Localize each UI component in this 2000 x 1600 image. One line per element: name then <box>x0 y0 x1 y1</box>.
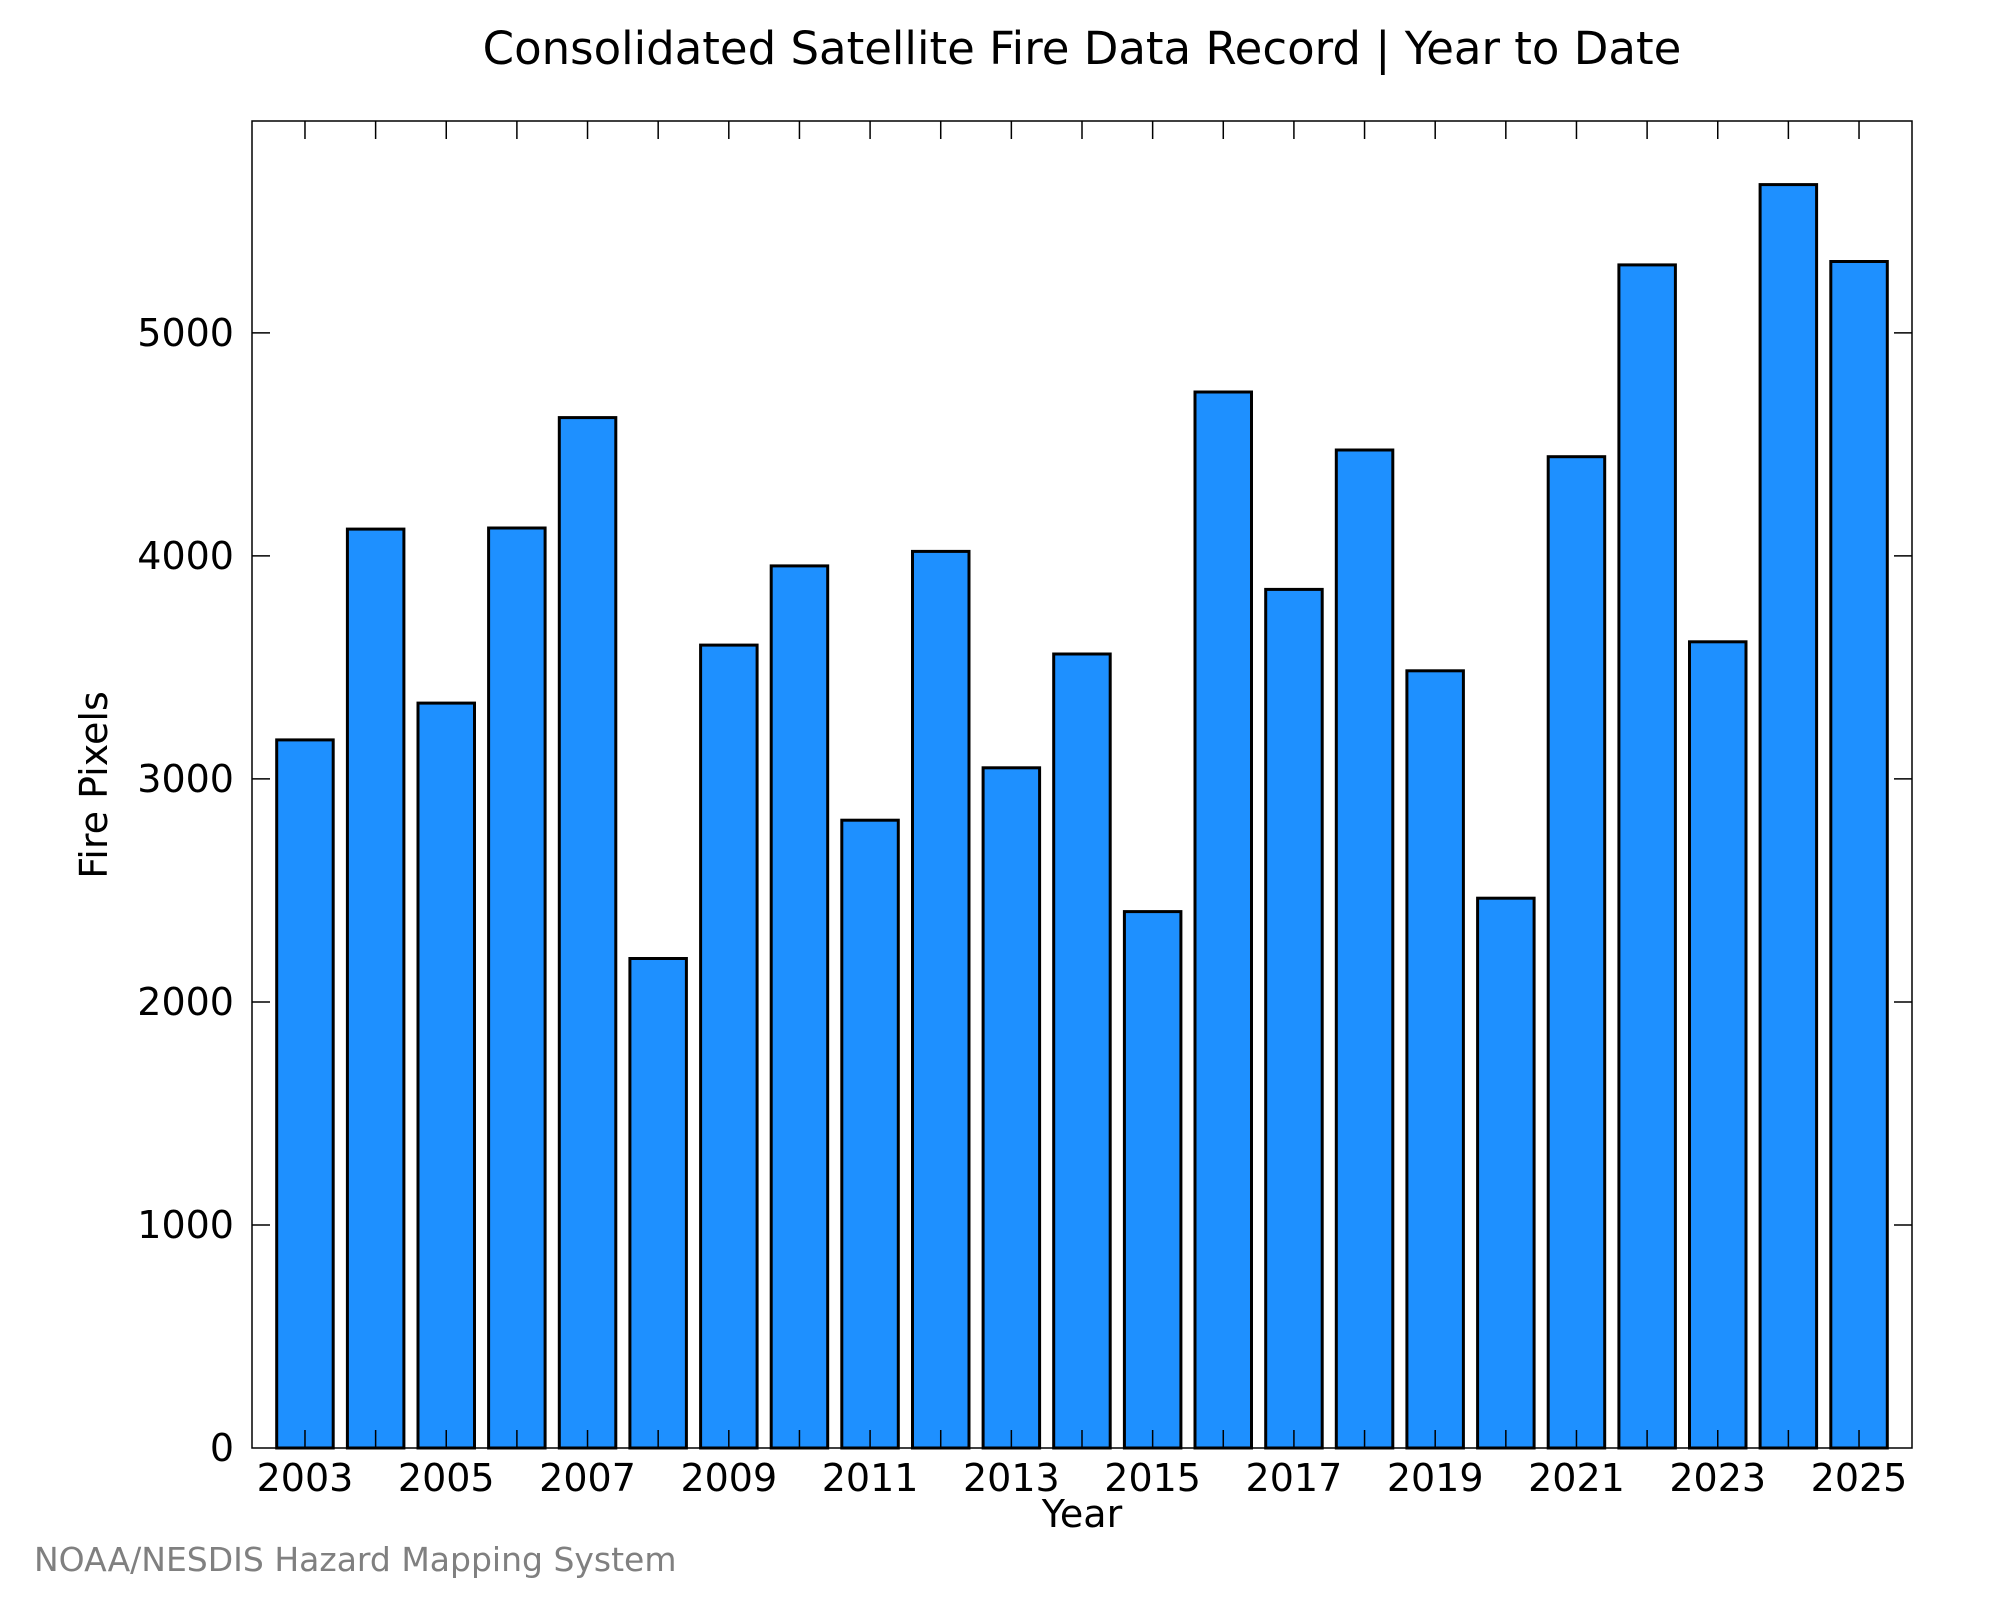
credit-text: NOAA/NESDIS Hazard Mapping System <box>34 1540 677 1579</box>
x-tick-label: 2009 <box>680 1456 777 1500</box>
bar-2012 <box>911 549 971 1450</box>
bar-2024 <box>1758 183 1819 1450</box>
x-tick-label: 2005 <box>398 1456 495 1500</box>
bar-2014 <box>1052 652 1112 1450</box>
x-tick-label: 2015 <box>1104 1456 1201 1500</box>
bar-2020 <box>1476 896 1536 1450</box>
y-tick-label: 2000 <box>137 980 234 1024</box>
bar-2006 <box>487 526 547 1450</box>
x-tick-label: 2021 <box>1528 1456 1625 1500</box>
bar-2022 <box>1617 263 1677 1450</box>
bar-2013 <box>981 766 1042 1450</box>
bar-series <box>275 183 1889 1450</box>
x-tick-label: 2017 <box>1246 1456 1343 1500</box>
bar-2025 <box>1829 260 1889 1450</box>
bar-2011 <box>840 818 900 1450</box>
x-axis: 2003 2005 2007 2009 2011 2013 2015 2017 2019 2021… <box>257 121 1908 1500</box>
x-axis-label: Year <box>1041 1492 1123 1536</box>
bar-2007 <box>557 416 618 1450</box>
x-tick-label: 2007 <box>539 1456 636 1500</box>
bar-2003 <box>275 738 335 1450</box>
y-tick-label: 3000 <box>137 757 234 801</box>
y-tick-label: 5000 <box>137 311 234 355</box>
y-tick-label: 0 <box>210 1426 234 1470</box>
y-tick-label: 4000 <box>137 534 234 578</box>
bar-2005 <box>416 701 476 1450</box>
y-axis-label: Fire Pixels <box>72 691 116 879</box>
bar-2009 <box>699 643 759 1450</box>
bar-2008 <box>628 957 688 1450</box>
chart-title: Consolidated Satellite Fire Data Record … <box>483 22 1682 75</box>
x-tick-label: 2019 <box>1387 1456 1484 1500</box>
bar-2004 <box>345 527 406 1450</box>
bar-2017 <box>1264 587 1324 1450</box>
x-tick-label: 2003 <box>257 1456 354 1500</box>
x-tick-label: 2013 <box>963 1456 1060 1500</box>
y-tick-label: 1000 <box>137 1203 234 1247</box>
x-tick-label: 2023 <box>1669 1456 1766 1500</box>
bar-2021 <box>1546 455 1607 1450</box>
bar-2023 <box>1688 640 1748 1450</box>
x-tick-label: 2011 <box>822 1456 919 1500</box>
bar-2019 <box>1405 669 1465 1450</box>
x-tick-label: 2025 <box>1811 1456 1908 1500</box>
bar-2016 <box>1193 390 1253 1450</box>
bar-2010 <box>769 564 830 1450</box>
bar-2018 <box>1334 448 1395 1450</box>
y-axis: 0 1000 2000 3000 4000 5000 <box>137 311 1912 1470</box>
bar-2015 <box>1122 910 1183 1450</box>
